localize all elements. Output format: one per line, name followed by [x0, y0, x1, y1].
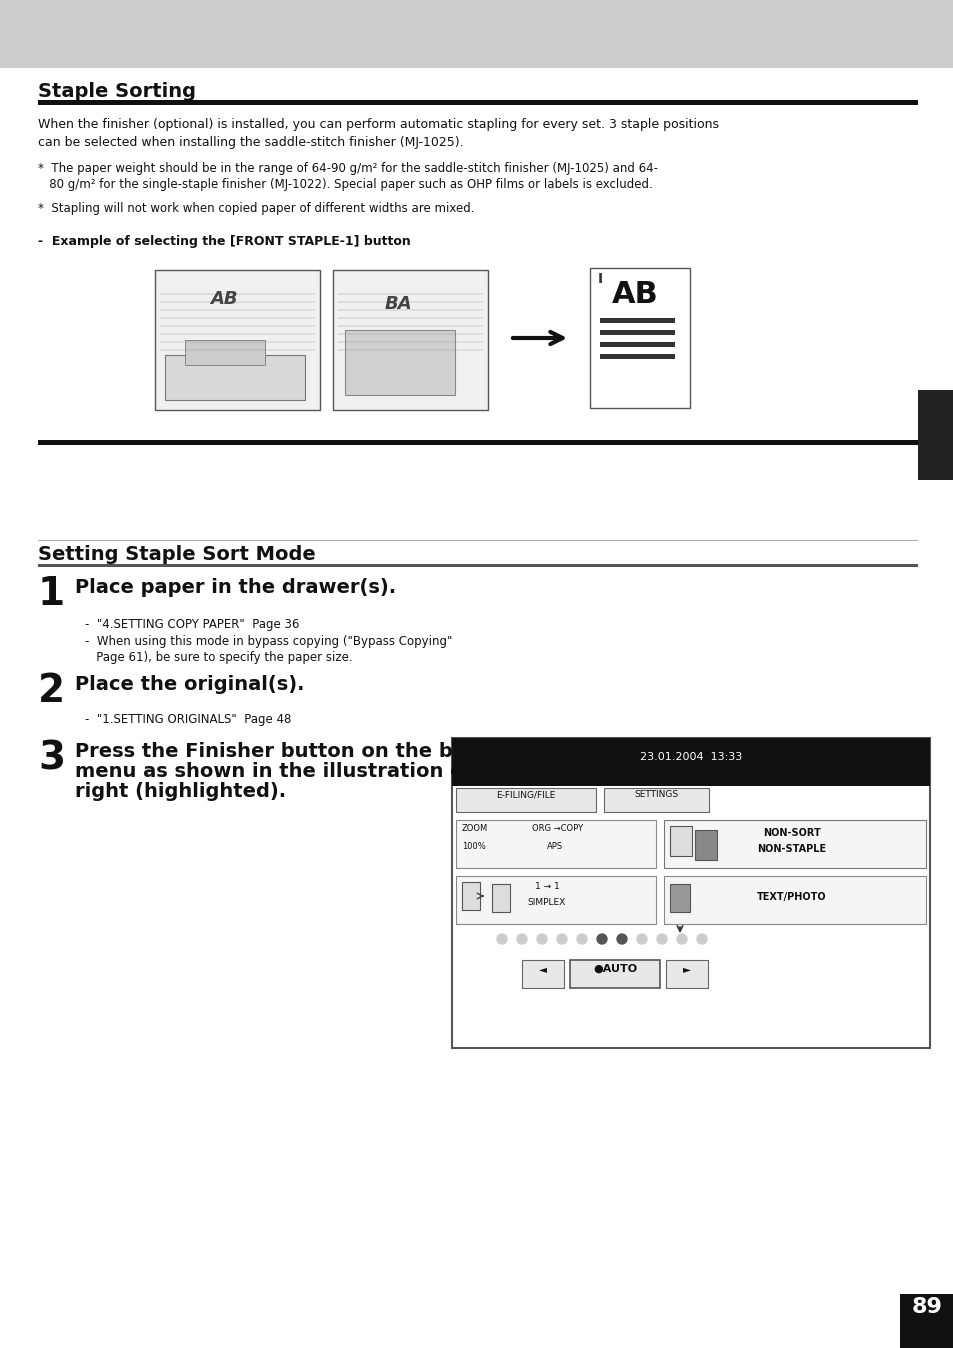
Bar: [599, 330, 675, 336]
Text: 100%: 100%: [461, 842, 485, 851]
Circle shape: [597, 934, 606, 944]
Text: can be selected when installing the saddle-stitch finisher (MJ-1025).: can be selected when installing the sadd…: [38, 136, 463, 150]
Text: menu as shown in the illustration on the: menu as shown in the illustration on the: [75, 762, 520, 780]
Circle shape: [617, 934, 626, 944]
Text: APS: APS: [546, 842, 562, 851]
Bar: [569, 960, 659, 988]
Text: ◄: ◄: [538, 964, 546, 975]
Text: NON-SORT: NON-SORT: [762, 828, 820, 838]
Text: ►: ►: [682, 964, 690, 975]
Bar: [899, 1294, 953, 1348]
Bar: [456, 876, 656, 923]
Text: AB: AB: [210, 290, 237, 307]
Bar: [461, 882, 479, 910]
Bar: [663, 876, 925, 923]
Text: 1: 1: [38, 576, 65, 613]
Text: 89: 89: [911, 1297, 942, 1317]
Bar: [165, 355, 305, 400]
Bar: [452, 737, 929, 1047]
Text: ●AUTO: ●AUTO: [593, 964, 637, 975]
Text: SIMPLEX: SIMPLEX: [527, 898, 565, 907]
Text: 2: 2: [38, 673, 65, 710]
Bar: [38, 563, 917, 568]
Text: ORG →COPY: ORG →COPY: [532, 824, 582, 833]
Text: SETTINGS: SETTINGS: [634, 790, 678, 799]
Circle shape: [517, 934, 526, 944]
Bar: [599, 318, 675, 324]
Circle shape: [677, 934, 686, 944]
Bar: [669, 884, 689, 913]
Circle shape: [697, 934, 706, 944]
Text: Page 61), be sure to specify the paper size.: Page 61), be sure to specify the paper s…: [85, 651, 353, 665]
Text: -  "1.SETTING ORIGINALS"  Page 48: - "1.SETTING ORIGINALS" Page 48: [85, 713, 291, 727]
Bar: [603, 789, 708, 811]
Bar: [456, 789, 596, 811]
Bar: [695, 830, 717, 860]
Bar: [599, 355, 675, 359]
Text: Setting Staple Sort Mode: Setting Staple Sort Mode: [38, 545, 315, 563]
Text: E-FILING/FILE: E-FILING/FILE: [496, 790, 555, 799]
Text: right (highlighted).: right (highlighted).: [75, 782, 286, 801]
Bar: [521, 960, 563, 988]
Text: Place paper in the drawer(s).: Place paper in the drawer(s).: [75, 578, 395, 597]
Text: AB: AB: [611, 280, 658, 309]
Bar: [669, 826, 691, 856]
Text: -  "4.SETTING COPY PAPER"  Page 36: - "4.SETTING COPY PAPER" Page 36: [85, 617, 299, 631]
Bar: [492, 884, 510, 913]
Text: Press the Finisher button on the basic: Press the Finisher button on the basic: [75, 741, 496, 762]
Text: 3: 3: [38, 740, 65, 778]
Bar: [589, 268, 689, 408]
Circle shape: [497, 934, 506, 944]
Circle shape: [637, 934, 646, 944]
Text: TEXT/PHOTO: TEXT/PHOTO: [757, 892, 826, 902]
Bar: [0, 0, 953, 67]
Bar: [917, 390, 953, 480]
Bar: [333, 270, 488, 410]
Bar: [345, 330, 455, 395]
Bar: [185, 340, 265, 365]
Text: 80 g/m² for the single-staple finisher (MJ-1022). Special paper such as OHP film: 80 g/m² for the single-staple finisher (…: [38, 178, 652, 191]
Text: ZOOM: ZOOM: [461, 824, 488, 833]
Text: Staple Sorting: Staple Sorting: [38, 82, 195, 101]
Text: When the finisher (optional) is installed, you can perform automatic stapling fo: When the finisher (optional) is installe…: [38, 119, 719, 131]
Text: 1 → 1: 1 → 1: [534, 882, 558, 891]
Bar: [663, 820, 925, 868]
Bar: [38, 439, 917, 445]
Text: -  Example of selecting the [FRONT STAPLE-1] button: - Example of selecting the [FRONT STAPLE…: [38, 235, 411, 248]
Text: NON-STAPLE: NON-STAPLE: [757, 844, 825, 855]
Text: I: I: [598, 272, 602, 286]
Text: BA: BA: [385, 295, 413, 313]
Circle shape: [657, 934, 666, 944]
Text: *  The paper weight should be in the range of 64-90 g/m² for the saddle-stitch f: * The paper weight should be in the rang…: [38, 162, 658, 175]
Bar: [38, 100, 917, 105]
Bar: [665, 960, 707, 988]
Bar: [599, 342, 675, 346]
Bar: [154, 270, 319, 410]
Circle shape: [577, 934, 586, 944]
Circle shape: [557, 934, 566, 944]
Text: -  When using this mode in bypass copying ("Bypass Copying": - When using this mode in bypass copying…: [85, 635, 456, 648]
Text: 23.01.2004  13:33: 23.01.2004 13:33: [639, 752, 741, 762]
Text: *  Stapling will not work when copied paper of different widths are mixed.: * Stapling will not work when copied pap…: [38, 202, 474, 214]
Text: Place the original(s).: Place the original(s).: [75, 675, 304, 694]
Bar: [452, 737, 929, 786]
Circle shape: [537, 934, 546, 944]
Bar: [456, 820, 656, 868]
